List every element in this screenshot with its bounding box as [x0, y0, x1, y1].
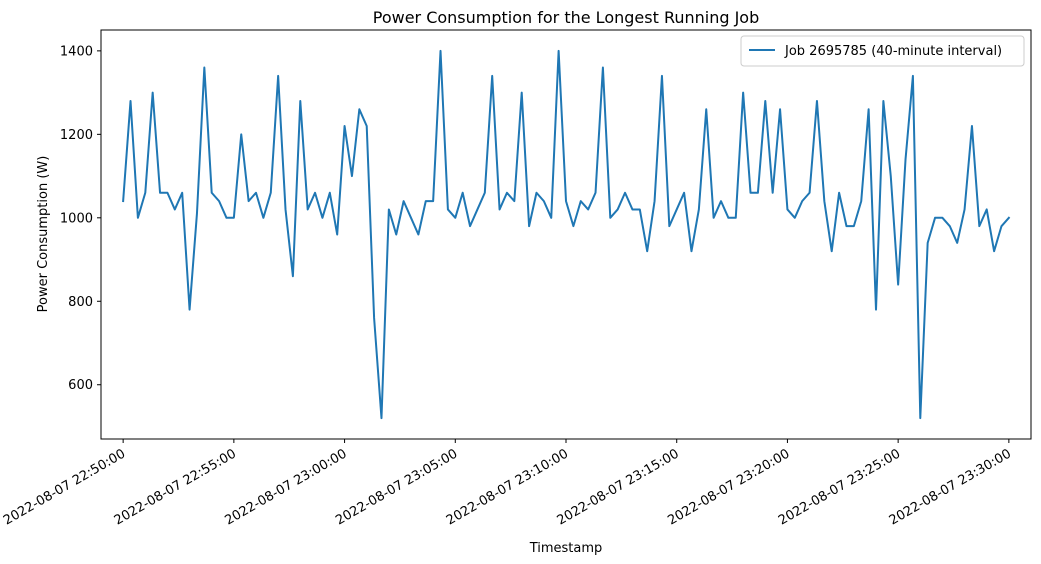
plot-area	[122, 49, 1011, 420]
series-line-0	[122, 49, 1011, 420]
x-axis-label: Timestamp	[529, 541, 603, 556]
y-tick-label: 1400	[60, 44, 93, 59]
y-tick-label: 600	[68, 378, 93, 393]
y-axis: 600 800 1000 1200 1400	[60, 44, 101, 393]
y-tick-label: 1000	[60, 211, 93, 226]
legend-box	[740, 35, 1025, 67]
chart-title: Power Consumption for the Longest Runnin…	[373, 8, 760, 27]
y-tick-label: 800	[68, 295, 93, 310]
y-tick-label: 1200	[60, 128, 93, 143]
legend: Job 2695785 (40-minute interval)	[740, 35, 1025, 67]
y-axis-label: Power Consumption (W)	[36, 156, 51, 313]
legend-label: Job 2695785 (40-minute interval)	[784, 44, 1002, 59]
